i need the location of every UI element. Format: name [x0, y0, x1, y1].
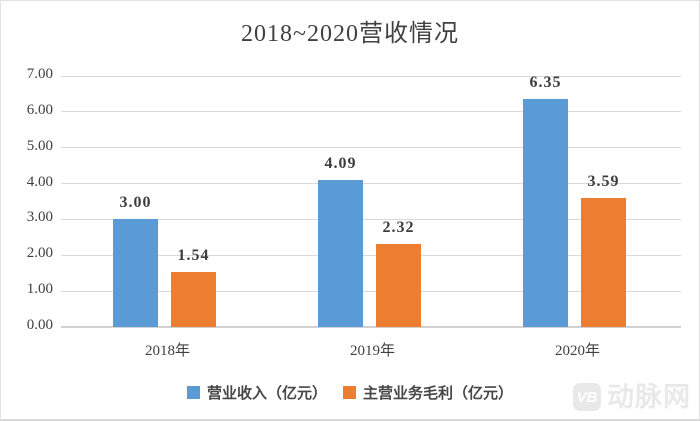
bar-data-label: 6.35 — [529, 74, 562, 92]
bar-gross-profit — [171, 271, 216, 327]
x-axis-tick-label: 2020年 — [554, 343, 600, 359]
bar-revenue — [523, 99, 568, 327]
bar-data-label: 4.09 — [324, 155, 357, 173]
legend-item: 主营业务毛利（亿元） — [343, 382, 513, 403]
watermark-text: 动脉网 — [607, 381, 691, 412]
gridline — [61, 111, 681, 113]
y-axis-tick-label: 6.00 — [26, 101, 53, 118]
y-axis-tick-label: 0.00 — [26, 317, 53, 333]
gridline — [61, 254, 681, 256]
y-axis-tick-label: 7.00 — [26, 66, 53, 82]
bar-data-label: 1.54 — [177, 246, 210, 264]
gridline — [61, 290, 681, 292]
legend-label: 营业收入（亿元） — [206, 385, 327, 402]
gridline — [61, 75, 681, 77]
bar-gross-profit — [376, 243, 421, 327]
legend-label: 主营业务毛利（亿元） — [363, 385, 514, 402]
bar-gross-profit — [581, 198, 626, 327]
gridline — [61, 183, 681, 185]
y-axis-tick-label: 2.00 — [26, 245, 53, 262]
bar-data-label: 2.32 — [382, 218, 415, 236]
legend-swatch-icon — [343, 386, 356, 399]
vb-logo-icon: VB — [573, 383, 601, 411]
bar-revenue — [318, 180, 363, 327]
legend: 营业收入（亿元） 主营业务毛利（亿元） — [1, 382, 699, 403]
x-axis-tick-label: 2018年 — [144, 343, 190, 359]
bar-data-label: 3.00 — [119, 194, 152, 212]
y-axis-tick-label: 3.00 — [26, 209, 53, 226]
bar-data-label: 3.59 — [587, 173, 620, 191]
chart-title: 2018~2020营收情况 — [241, 21, 459, 47]
legend-swatch-icon — [186, 386, 200, 399]
x-axis-tick-label: 2019年 — [349, 343, 395, 359]
gridline — [61, 147, 681, 149]
gridline — [61, 218, 681, 220]
legend-item: 营业收入（亿元） — [186, 382, 327, 403]
y-axis-tick-label: 1.00 — [26, 281, 53, 298]
y-axis-tick-label: 5.00 — [26, 137, 53, 154]
watermark: VB 动脉网 — [573, 383, 691, 411]
y-axis-tick-label: 4.00 — [26, 173, 53, 190]
gridline — [61, 326, 681, 328]
bar-revenue — [113, 219, 158, 327]
